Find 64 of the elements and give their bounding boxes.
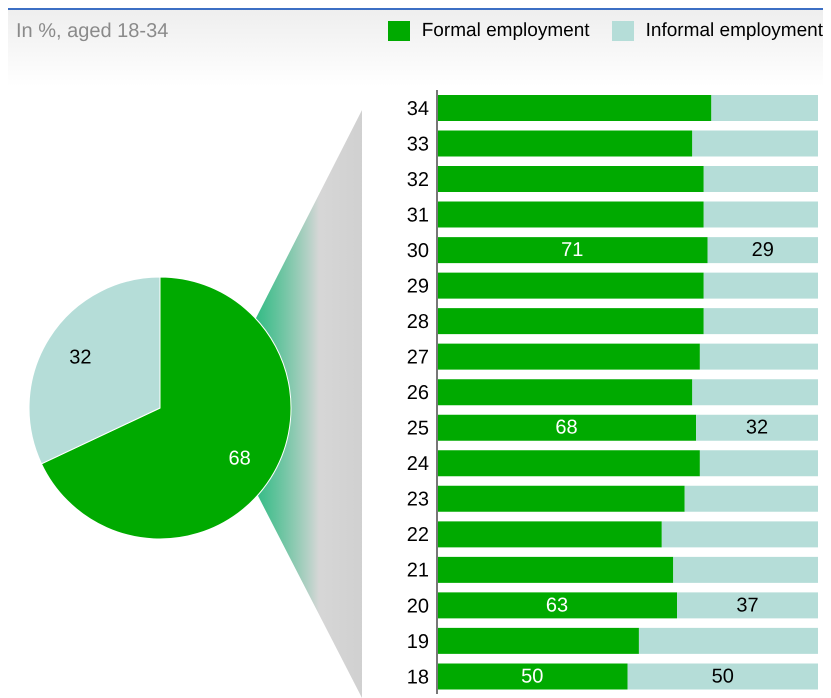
y-tick-label: 21 — [406, 560, 429, 582]
data-label: 29 — [752, 239, 774, 262]
y-tick-label: 24 — [406, 453, 429, 476]
bar — [692, 130, 818, 157]
bar — [437, 237, 708, 264]
bar — [677, 592, 818, 618]
y-tick-label: 28 — [406, 311, 429, 334]
data-label: 71 — [561, 239, 584, 262]
bar — [673, 556, 818, 583]
y-tick-label: 26 — [406, 382, 429, 404]
y-tick-label: 31 — [406, 204, 429, 226]
y-tick-label: 33 — [406, 133, 429, 156]
y-tick-label: 32 — [406, 168, 429, 191]
bar — [437, 450, 700, 476]
legend-label: Informal employment — [646, 20, 823, 42]
bar — [704, 308, 818, 334]
data-label: 68 — [228, 448, 251, 470]
y-tick-label: 27 — [406, 346, 429, 369]
y-tick-label: 22 — [406, 524, 429, 546]
bar — [684, 486, 818, 512]
bar — [628, 663, 818, 690]
bar — [638, 628, 818, 654]
data-label: 50 — [521, 665, 544, 688]
data-label: 32 — [69, 346, 92, 368]
y-tick-label: 20 — [406, 595, 429, 618]
bar — [437, 379, 692, 406]
bar — [662, 521, 818, 548]
data-label: 50 — [712, 665, 734, 688]
bar — [700, 344, 818, 370]
y-tick-label: 23 — [406, 488, 429, 511]
bar — [437, 308, 704, 334]
bar — [437, 592, 678, 618]
data-label: 63 — [546, 594, 568, 616]
bar — [708, 237, 818, 264]
y-tick-label: 19 — [406, 630, 429, 653]
y-tick-label: 34 — [406, 98, 429, 120]
bar — [704, 202, 818, 228]
bar — [437, 663, 628, 690]
y-tick-label: 25 — [406, 418, 429, 440]
data-label: 68 — [555, 416, 578, 439]
bar — [704, 166, 818, 192]
data-label: 32 — [746, 416, 768, 439]
bar — [704, 272, 818, 299]
bar — [696, 414, 818, 441]
bar — [711, 94, 818, 121]
bar — [437, 130, 692, 157]
bar — [437, 344, 700, 370]
bar — [437, 202, 704, 228]
bar — [437, 94, 712, 121]
bar — [437, 166, 704, 192]
bar — [437, 521, 662, 548]
bar — [700, 450, 818, 476]
y-tick-label: 18 — [406, 666, 429, 688]
bar — [437, 556, 674, 583]
chart-title: In %, aged 18-34 — [16, 20, 168, 43]
bar — [437, 272, 704, 299]
bar — [437, 486, 685, 512]
bar — [437, 628, 639, 654]
data-label: 37 — [736, 594, 759, 616]
y-tick-label: 29 — [406, 276, 429, 298]
bar — [692, 379, 818, 406]
y-tick-label: 30 — [406, 240, 429, 262]
legend-label: Formal employment — [422, 20, 590, 42]
bar — [437, 414, 696, 441]
